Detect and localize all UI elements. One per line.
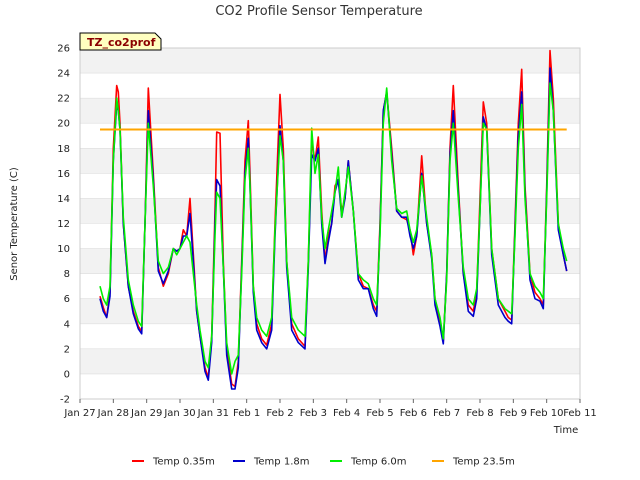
x-tick-label: Feb 6: [400, 408, 427, 419]
x-tick-label: Feb 5: [366, 408, 393, 419]
legend: Temp 0.35m Temp 1.8m Temp 6.0m Temp 23.5m: [132, 457, 515, 468]
x-tick-label: Jan 30: [163, 408, 195, 419]
x-axis-title: Time: [553, 425, 578, 436]
site-label-text: TZ_co2prof: [87, 36, 156, 49]
y-tick-label: 20: [57, 119, 70, 130]
grid-band: [80, 298, 580, 324]
legend-label-2: Temp 6.0m: [350, 457, 406, 468]
y-tick-label: 22: [57, 94, 70, 105]
x-tick-label: Feb 2: [266, 408, 293, 419]
grid-band: [80, 73, 580, 99]
grid-band: [80, 248, 580, 274]
y-tick-label: -2: [60, 395, 70, 406]
y-tick-label: 12: [57, 219, 70, 230]
y-tick-label: 8: [64, 269, 70, 280]
series-lines: [99, 49, 568, 390]
x-tick-label: Feb 4: [333, 408, 360, 419]
x-tick-label: Jan 28: [97, 408, 129, 419]
legend-label-0: Temp 0.35m: [152, 457, 215, 468]
y-tick-label: 18: [57, 144, 70, 155]
x-tick-label: Jan 27: [63, 408, 95, 419]
grid-band: [80, 373, 580, 399]
x-tick-label: Feb 1: [233, 408, 260, 419]
grid-band: [80, 98, 580, 124]
legend-label-3: Temp 23.5m: [452, 457, 515, 468]
grid-band: [80, 148, 580, 174]
y-tick-label: 24: [57, 69, 70, 80]
grid-band: [80, 123, 580, 149]
grid-band: [80, 348, 580, 374]
grid-band: [80, 173, 580, 199]
y-tick-label: 16: [57, 169, 70, 180]
x-tick-label: Feb 9: [500, 408, 527, 419]
y-tick-label: 2: [64, 344, 70, 355]
series-line-1: [99, 67, 568, 390]
y-axis-title: Senor Temperature (C): [9, 167, 20, 281]
y-tick-label: 10: [57, 244, 70, 255]
x-tick-label: Feb 11: [563, 408, 597, 419]
y-tick-label: 26: [57, 44, 70, 55]
x-ticks: Jan 27 Jan 28 Jan 29 Jan 30 Jan 31 Feb 1 Feb 2…: [63, 399, 597, 419]
grid-band: [80, 273, 580, 299]
site-label-shape: [79, 32, 162, 51]
grid-band: [80, 323, 580, 349]
y-tick-label: 0: [64, 369, 70, 380]
chart-title: CO2 Profile Sensor Temperature: [215, 4, 422, 19]
site-label-box: TZ_co2prof: [79, 32, 162, 51]
y-tick-label: 14: [57, 194, 70, 205]
x-tick-label: Feb 7: [433, 408, 460, 419]
grid-band: [80, 48, 580, 74]
plot-frame: [79, 47, 581, 400]
series-line-2: [99, 82, 568, 375]
y-tick-label: 4: [64, 319, 70, 330]
x-tick-label: Feb 8: [466, 408, 493, 419]
x-tick-label: Jan 31: [197, 408, 229, 419]
plot-bands: [80, 47, 580, 400]
x-tick-label: Feb 10: [530, 408, 564, 419]
legend-label-1: Temp 1.8m: [253, 457, 309, 468]
y-tick-label: 6: [64, 294, 70, 305]
x-tick-label: Jan 29: [130, 408, 162, 419]
x-tick-label: Feb 3: [300, 408, 327, 419]
